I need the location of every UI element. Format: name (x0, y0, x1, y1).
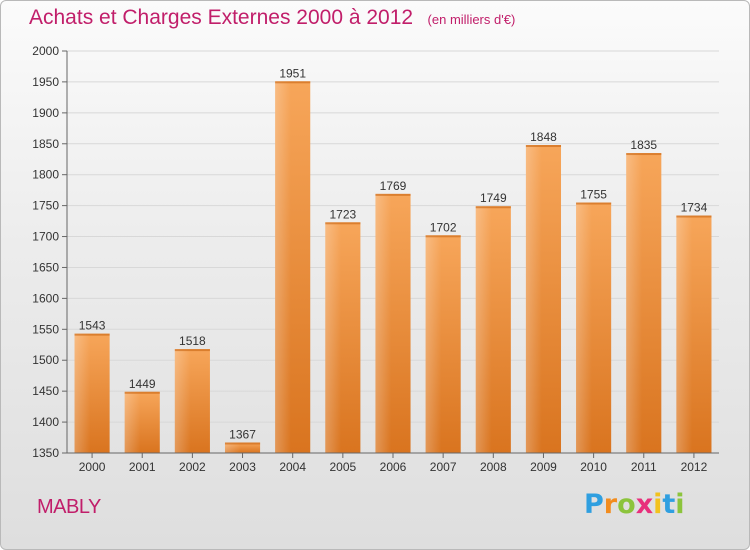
bar-top-edge (174, 349, 210, 352)
x-tick-label-2000: 2000 (79, 460, 106, 474)
bar-highlight (576, 202, 592, 453)
value-label-2001: 1449 (129, 377, 156, 391)
commune-name: MABLY (37, 496, 101, 518)
bar-highlight (124, 391, 141, 453)
bar-highlight (275, 81, 291, 453)
bar-top-edge (124, 391, 160, 394)
proxiti-logo: Proxiti (584, 489, 685, 520)
value-label-2006: 1769 (380, 179, 407, 193)
value-label-2002: 1518 (179, 334, 206, 348)
x-tick-label-2006: 2006 (380, 460, 407, 474)
value-label-2009: 1848 (530, 130, 557, 144)
bar-highlight (375, 193, 392, 453)
y-tick-label: 1600 (32, 291, 59, 305)
x-tick-label-2008: 2008 (480, 460, 507, 474)
bar-top-edge (475, 206, 511, 209)
bar-highlight (425, 235, 442, 453)
value-label-2012: 1734 (681, 201, 708, 215)
bars (74, 81, 712, 454)
y-tick-label: 1650 (32, 260, 59, 274)
logo-letter: r (603, 489, 618, 520)
bar-2003 (224, 442, 261, 453)
bar-top-edge (576, 202, 612, 205)
bar-top-edge (626, 153, 662, 156)
x-tick-label-2005: 2005 (329, 460, 356, 474)
logo-letter: i (675, 489, 685, 520)
y-tick-label: 1800 (32, 168, 59, 182)
y-tick-label: 1550 (32, 322, 59, 336)
bar-highlight (475, 206, 492, 453)
value-label-2000: 1543 (79, 319, 106, 333)
bar-top-edge (74, 333, 110, 336)
bar-top-edge (325, 222, 361, 225)
value-labels: 1543 1449 1518 1367 1951 1723 1769 1702 1749 1848… (79, 66, 708, 441)
value-label-2010: 1755 (580, 188, 607, 202)
chart-title-block: Achats et Charges Externes 2000 à 2012 (… (29, 6, 515, 30)
y-tick-label: 1900 (32, 106, 59, 120)
logo-letter: i (653, 489, 663, 520)
bar-top-edge (375, 193, 411, 196)
bar-highlight (174, 349, 191, 453)
bar-highlight (74, 333, 91, 453)
x-tick-label-2009: 2009 (530, 460, 557, 474)
y-tick-label: 1700 (32, 230, 59, 244)
bar-top-edge (525, 145, 562, 148)
x-tick-label-2004: 2004 (279, 460, 306, 474)
logo-letter: P (584, 489, 604, 520)
bar-highlight (626, 153, 643, 454)
bar-top-edge (425, 235, 461, 238)
bar-highlight (224, 442, 241, 453)
logo-letter: x (635, 489, 654, 520)
chart-subtitle: (en milliers d'€) (427, 12, 516, 27)
y-tick-label: 2000 (32, 44, 59, 58)
bar-highlight (325, 222, 342, 453)
bar-highlight (525, 145, 542, 453)
bar-top-edge (676, 215, 712, 218)
bar-highlight (676, 215, 693, 453)
value-label-2005: 1723 (329, 207, 356, 221)
y-tick-label: 1400 (32, 415, 59, 429)
logo-letter: t (662, 489, 676, 520)
value-label-2011: 1835 (630, 138, 657, 152)
x-tick-label-2012: 2012 (681, 460, 708, 474)
logo-letter: o (617, 489, 636, 520)
chart-title: Achats et Charges Externes 2000 à 2012 (29, 6, 414, 29)
y-tick-label: 1450 (32, 384, 59, 398)
x-tick-label-2007: 2007 (430, 460, 457, 474)
x-tick-label-2011: 2011 (631, 460, 657, 474)
y-tick-label: 1850 (32, 137, 59, 151)
value-label-2007: 1702 (430, 220, 457, 234)
value-label-2003: 1367 (229, 427, 256, 441)
x-tick-label-2010: 2010 (580, 460, 607, 474)
value-label-2008: 1749 (480, 191, 507, 205)
y-tick-label: 1500 (32, 353, 59, 367)
bar-top-edge (224, 442, 261, 445)
bar-top-edge (275, 81, 311, 84)
x-tick-label-2001: 2001 (129, 460, 156, 474)
y-tick-label: 1950 (32, 75, 59, 89)
y-tick-label: 1750 (32, 199, 59, 213)
x-tick-label-2003: 2003 (229, 460, 256, 474)
value-label-2004: 1951 (279, 66, 306, 80)
y-tick-label: 1350 (32, 446, 59, 460)
axes: 1350 1400 1450 1500 1550 1600 1650 1700 1750 1800… (32, 44, 719, 474)
x-tick-label-2002: 2002 (179, 460, 206, 474)
